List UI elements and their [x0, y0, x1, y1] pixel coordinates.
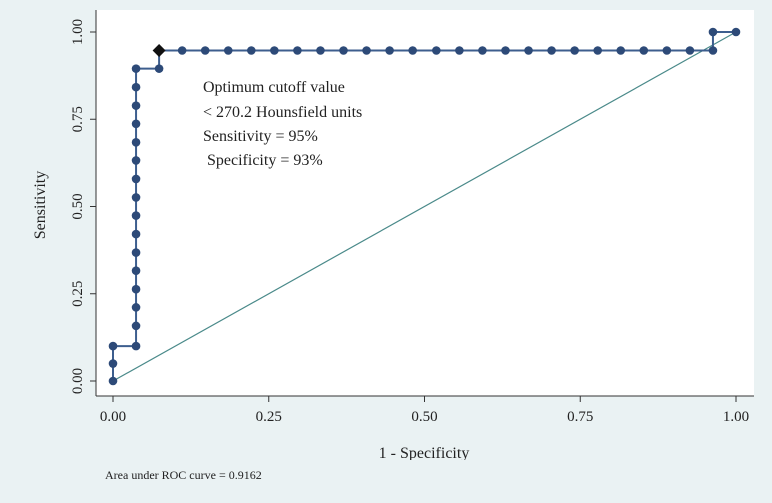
roc-point	[131, 266, 141, 276]
optimum-annotation: Optimum cutoff value < 270.2 Hounsfield …	[203, 79, 362, 169]
roc-point	[547, 46, 556, 55]
roc-point	[455, 46, 464, 55]
y-tick-label: 0.75	[70, 106, 86, 132]
auc-footnote: Area under ROC curve = 0.9162	[105, 468, 262, 482]
x-tick-label: 0.00	[100, 409, 126, 425]
plot-background	[96, 10, 754, 396]
roc-point	[708, 27, 718, 37]
roc-point	[524, 46, 533, 55]
optimum-point-marker	[152, 43, 166, 57]
annotation-line-4: Specificity = 93%	[203, 152, 323, 169]
x-tick-label: 0.50	[411, 409, 437, 425]
roc-point	[131, 64, 141, 73]
roc-point	[478, 46, 487, 55]
roc-point	[108, 376, 118, 386]
roc-point	[708, 46, 718, 55]
y-tick-label: 0.00	[70, 368, 86, 394]
roc-point	[131, 229, 141, 239]
roc-point	[131, 211, 141, 220]
roc-point	[131, 137, 141, 147]
y-tick-label: 0.25	[70, 281, 86, 307]
roc-point	[131, 303, 141, 312]
roc-point	[270, 46, 279, 55]
roc-point	[408, 46, 417, 55]
y-tick-label: 1.00	[70, 19, 86, 45]
roc-point	[131, 321, 141, 331]
roc-point	[639, 46, 649, 55]
roc-point	[662, 46, 672, 55]
roc-point	[131, 156, 141, 165]
roc-point	[432, 46, 441, 55]
roc-point	[247, 46, 256, 55]
roc-point	[131, 174, 141, 184]
roc-point	[131, 101, 141, 110]
roc-point	[501, 46, 510, 55]
y-tick-label: 0.50	[70, 193, 86, 219]
roc-point	[108, 341, 118, 351]
roc-point	[570, 46, 579, 55]
x-axis-label: 1 - Specificity	[379, 445, 470, 460]
roc-point	[731, 27, 741, 37]
x-tick-label: 1.00	[723, 409, 749, 425]
roc-point	[223, 46, 233, 55]
roc-point	[200, 46, 210, 55]
roc-point	[685, 46, 695, 55]
roc-point	[339, 46, 348, 55]
roc-point	[131, 193, 141, 202]
roc-point	[131, 284, 141, 294]
annotation-line-3: Sensitivity = 95%	[203, 128, 318, 145]
roc-point	[385, 46, 394, 55]
roc-point	[293, 46, 302, 55]
annotation-line-2: < 270.2 Hounsfield units	[203, 104, 362, 121]
reference-diagonal	[112, 31, 737, 382]
roc-point	[593, 46, 602, 55]
roc-point	[108, 359, 118, 368]
roc-point	[154, 64, 164, 73]
x-tick-label: 0.75	[567, 409, 593, 425]
axes: 0.00 0.25 0.50 0.75 1.00 0.00 0.25 0.50 0.75 1.00	[70, 10, 754, 425]
roc-chart: 0.00 0.25 0.50 0.75 1.00 0.00 0.25 0.50 0.75 1.00…	[32, 10, 754, 462]
roc-point	[177, 46, 187, 55]
roc-markers	[108, 27, 741, 386]
roc-point	[131, 248, 141, 257]
x-tick-label: 0.25	[256, 409, 282, 425]
roc-point	[131, 82, 141, 92]
y-axis-label: Sensitivity	[32, 171, 49, 239]
roc-point	[616, 46, 626, 55]
roc-point	[362, 46, 371, 55]
roc-point	[316, 46, 325, 55]
roc-point	[131, 119, 141, 129]
roc-point	[131, 341, 141, 351]
annotation-line-1: Optimum cutoff value	[203, 79, 345, 96]
